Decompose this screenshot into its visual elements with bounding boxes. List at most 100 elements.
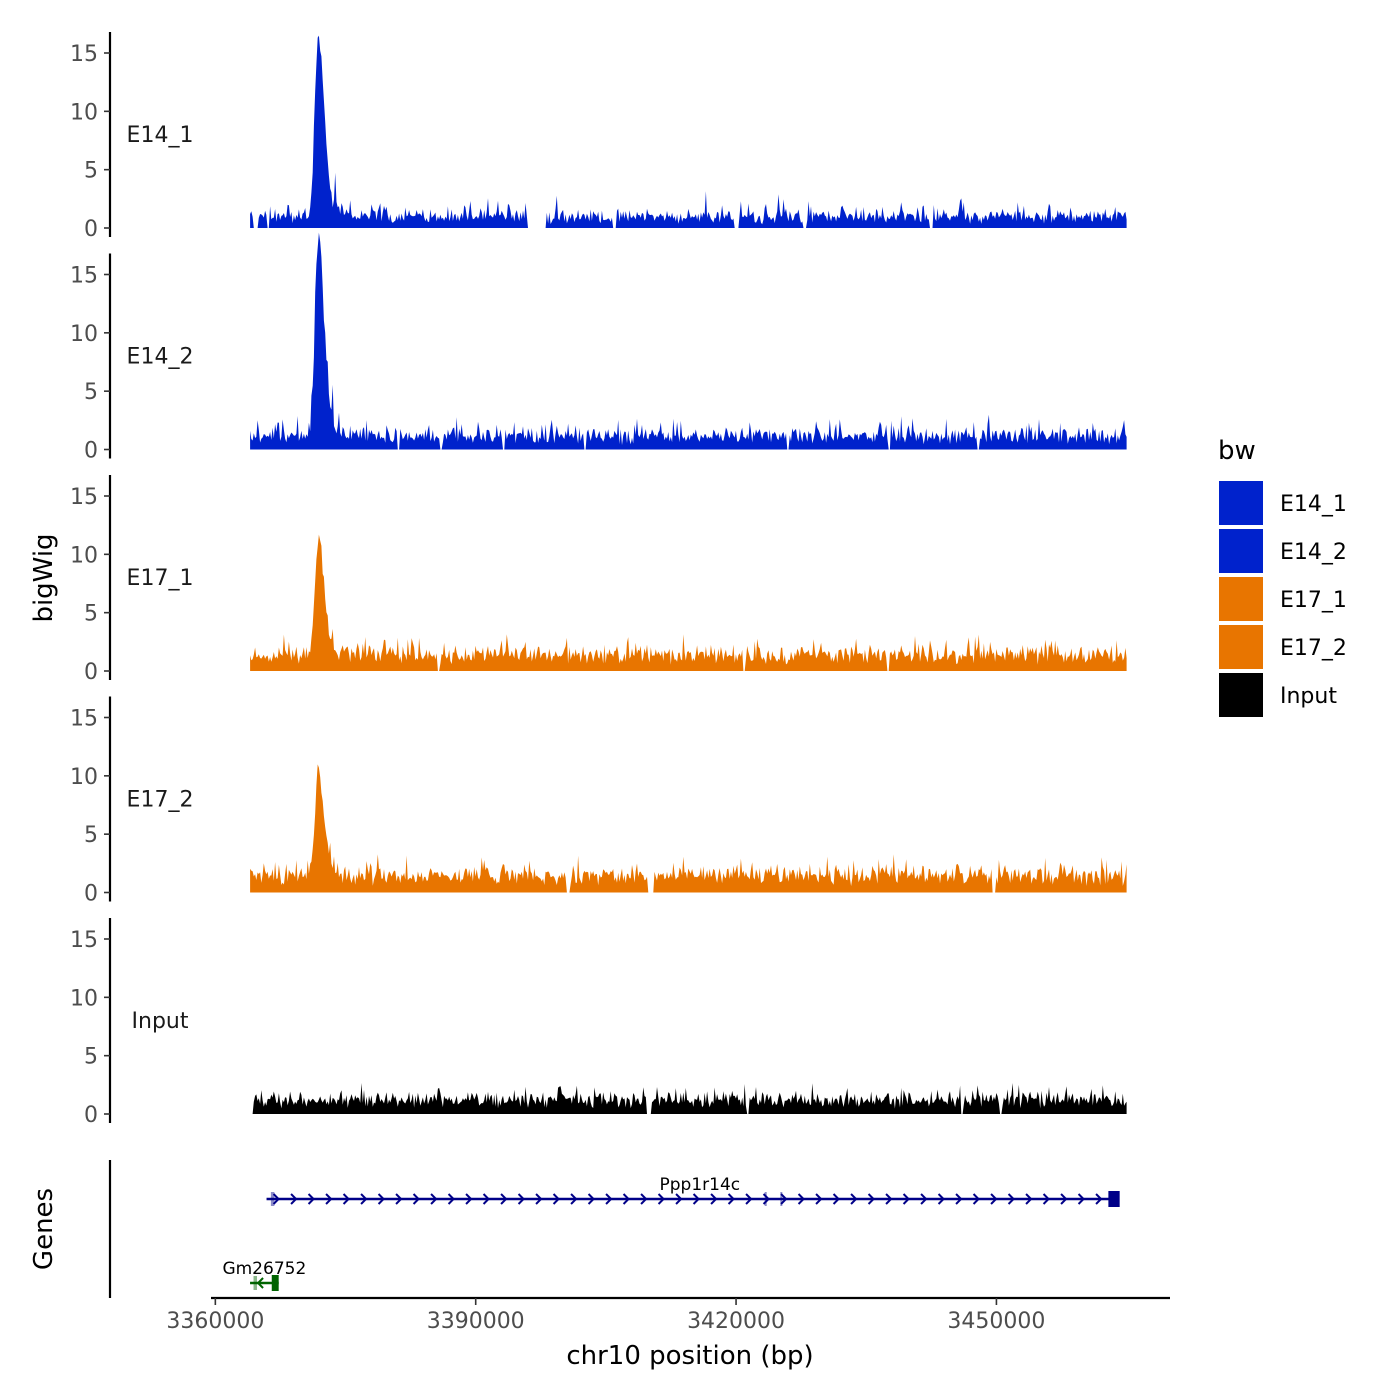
signal-area-e17-2 <box>250 764 1127 893</box>
y-tick-label: 5 <box>84 159 98 184</box>
strand-chevron <box>955 1193 963 1205</box>
signal-area-e17-1 <box>250 534 1127 671</box>
gene-gm26752: Gm26752 <box>222 1259 306 1291</box>
legend-title: bw <box>1218 436 1256 466</box>
legend-label: Input <box>1280 684 1337 709</box>
x-tick-label: 3420000 <box>687 1309 785 1334</box>
legend: bw E14_1 E14_2 E17_1 E17_2 Input <box>1217 436 1347 719</box>
track-label: E14_1 <box>127 123 194 148</box>
track-panel-e17-1: 0 5 10 15 E17_1 <box>70 475 1127 685</box>
strand-chevron <box>587 1193 595 1205</box>
x-axis-title: chr10 position (bp) <box>566 1341 813 1371</box>
strand-chevron <box>500 1193 508 1205</box>
strand-chevron <box>1007 1193 1015 1205</box>
strand-chevron <box>605 1193 613 1205</box>
legend-label: E14_1 <box>1280 492 1347 517</box>
track-label: E14_2 <box>127 345 194 370</box>
y-tick-label: 15 <box>70 928 98 953</box>
strand-chevron <box>272 1193 280 1205</box>
strand-chevron <box>657 1193 665 1205</box>
x-tick-label: 3360000 <box>166 1309 264 1334</box>
track-panel-input: 0 5 10 15 Input <box>70 918 1127 1128</box>
exon <box>764 1192 767 1206</box>
track-panel-e14-1: 0 5 10 15 E14_1 <box>70 32 1127 242</box>
track-label: Input <box>132 1009 189 1034</box>
y-tick-label: 0 <box>84 882 98 907</box>
strand-chevron <box>290 1193 298 1205</box>
strand-chevron <box>1025 1193 1033 1205</box>
strand-chevron <box>692 1193 700 1205</box>
strand-chevron <box>902 1193 910 1205</box>
strand-chevron <box>832 1193 840 1205</box>
track-label: E17_2 <box>127 788 194 813</box>
signal-area-e14-2 <box>250 232 1127 450</box>
legend-swatch <box>1217 623 1265 671</box>
y-tick-label: 10 <box>70 986 98 1011</box>
y-tick-label: 5 <box>84 602 98 627</box>
strand-chevron <box>850 1193 858 1205</box>
legend-swatch <box>1217 479 1265 527</box>
strand-chevron <box>256 1277 264 1289</box>
strand-chevron <box>412 1193 420 1205</box>
genes-axis-title: Genes <box>29 1188 59 1270</box>
strand-chevron <box>430 1193 438 1205</box>
y-tick-label: 15 <box>70 707 98 732</box>
signal-area-e14-1 <box>250 35 1127 228</box>
exon <box>253 1276 257 1290</box>
y-tick-label: 10 <box>70 543 98 568</box>
exon <box>271 1275 279 1291</box>
strand-chevron <box>570 1193 578 1205</box>
y-tick-label: 0 <box>84 1103 98 1128</box>
y-tick-label: 10 <box>70 322 98 347</box>
legend-swatch <box>1217 527 1265 575</box>
y-tick-label: 15 <box>70 42 98 67</box>
signal-area-input <box>250 1083 1127 1114</box>
strand-chevron <box>675 1193 683 1205</box>
x-axis: 3360000 3390000 3420000 3450000 <box>166 1296 1170 1334</box>
strand-chevron <box>762 1193 770 1205</box>
strand-chevron <box>325 1193 333 1205</box>
gene-ppp1r14c: Ppp1r14c <box>266 1175 1120 1207</box>
strand-chevron <box>1042 1193 1050 1205</box>
genes-panel: Ppp1r14c Gm26752 <box>108 1160 1120 1298</box>
strand-chevron <box>815 1193 823 1205</box>
strand-chevron <box>517 1193 525 1205</box>
track-panel-e17-2: 0 5 10 15 E17_2 <box>70 696 1127 907</box>
strand-chevron <box>395 1193 403 1205</box>
track-label: E17_1 <box>127 566 194 591</box>
y-tick-label: 0 <box>84 439 98 464</box>
strand-chevron <box>535 1193 543 1205</box>
strand-chevron <box>307 1193 315 1205</box>
legend-label: E17_2 <box>1280 636 1347 661</box>
track-panel-e14-2: 0 5 10 15 E14_2 <box>70 232 1127 464</box>
y-tick-label: 15 <box>70 264 98 289</box>
y-tick-label: 5 <box>84 1045 98 1070</box>
strand-chevron <box>780 1193 788 1205</box>
strand-chevron <box>342 1193 350 1205</box>
strand-chevron <box>972 1193 980 1205</box>
strand-chevron <box>1060 1193 1068 1205</box>
tracks-layer: 0 5 10 15 E14_1 0 5 10 15 E14_2 0 5 10 15 E17_1 0 5 10 15 E… <box>70 32 1127 1128</box>
x-tick-label: 3390000 <box>427 1309 525 1334</box>
strand-chevron <box>482 1193 490 1205</box>
strand-chevron <box>990 1193 998 1205</box>
strand-chevron <box>710 1193 718 1205</box>
strand-chevron <box>640 1193 648 1205</box>
y-tick-label: 5 <box>84 823 98 848</box>
x-tick-label: 3450000 <box>947 1309 1045 1334</box>
strand-chevron <box>447 1193 455 1205</box>
strand-chevron <box>867 1193 875 1205</box>
y-tick-label: 0 <box>84 660 98 685</box>
legend-label: E17_1 <box>1280 588 1347 613</box>
legend-swatch <box>1217 671 1265 719</box>
strand-chevron <box>622 1193 630 1205</box>
y-tick-label: 5 <box>84 380 98 405</box>
strand-chevron <box>745 1193 753 1205</box>
y-tick-label: 15 <box>70 485 98 510</box>
exon <box>1108 1191 1120 1207</box>
exon <box>270 1192 275 1206</box>
strand-chevron <box>727 1193 735 1205</box>
strand-chevron <box>797 1193 805 1205</box>
